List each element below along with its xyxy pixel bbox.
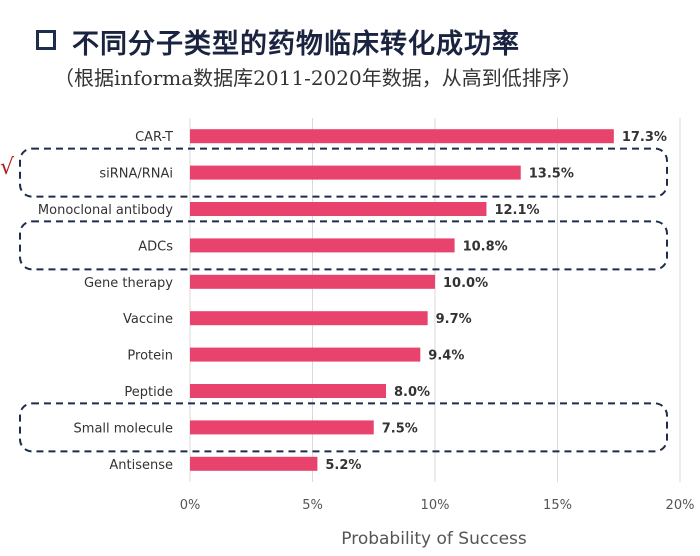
page-title: 不同分子类型的药物临床转化成功率 xyxy=(72,29,520,60)
value-label: 13.5% xyxy=(529,167,574,182)
value-label: 10.0% xyxy=(443,276,488,291)
value-label: 17.3% xyxy=(622,130,667,145)
x-tick-label: 10% xyxy=(421,498,450,513)
x-tick-label: 0% xyxy=(180,498,201,513)
category-label: Vaccine xyxy=(123,312,173,327)
x-tick-label: 5% xyxy=(302,498,323,513)
value-label: 5.2% xyxy=(325,458,361,473)
category-label: Peptide xyxy=(124,385,173,400)
category-label: siRNA/RNAi xyxy=(99,167,173,182)
x-tick-label: 20% xyxy=(666,498,695,513)
value-label: 12.1% xyxy=(494,203,539,218)
category-label: Antisense xyxy=(109,458,173,473)
bar xyxy=(190,456,318,471)
category-label: ADCs xyxy=(138,239,173,254)
bar xyxy=(190,165,521,180)
bar xyxy=(190,129,614,144)
value-label: 9.4% xyxy=(428,349,464,364)
bar xyxy=(190,347,421,362)
highlight-box xyxy=(19,402,668,453)
category-label: Gene therapy xyxy=(84,276,173,291)
page-subtitle: （根据informa数据库2011-2020年数据，从高到低排序） xyxy=(54,66,582,90)
bar xyxy=(190,274,435,289)
value-label: 8.0% xyxy=(394,385,430,400)
bar xyxy=(190,238,455,253)
category-label: Monoclonal antibody xyxy=(38,203,173,218)
highlight-box xyxy=(19,220,668,271)
bar xyxy=(190,420,374,435)
highlight-box xyxy=(19,147,668,198)
value-label: 9.7% xyxy=(436,312,472,327)
category-label: Small molecule xyxy=(74,421,173,436)
category-label: Protein xyxy=(127,349,173,364)
x-axis-label: Probability of Success xyxy=(341,529,527,549)
category-label: CAR-T xyxy=(135,130,173,145)
bar xyxy=(190,384,386,398)
checkbox-icon xyxy=(36,30,56,50)
check-mark: √ xyxy=(0,155,15,180)
x-tick-label: 15% xyxy=(543,498,572,513)
bar xyxy=(190,202,487,216)
value-label: 7.5% xyxy=(382,421,418,436)
bar xyxy=(190,311,428,326)
value-label: 10.8% xyxy=(463,239,508,254)
